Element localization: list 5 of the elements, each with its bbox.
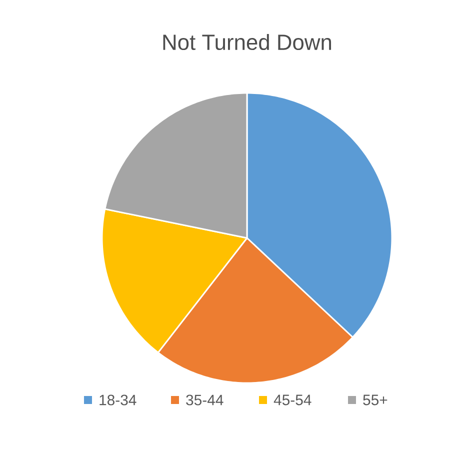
legend-label: 45-54	[274, 394, 312, 406]
legend-label: 18-34	[100, 394, 136, 406]
legend-label: 35-44	[186, 394, 224, 406]
legend-label: 55+	[363, 394, 388, 406]
chart-title: Not Turned Down	[163, 34, 332, 50]
